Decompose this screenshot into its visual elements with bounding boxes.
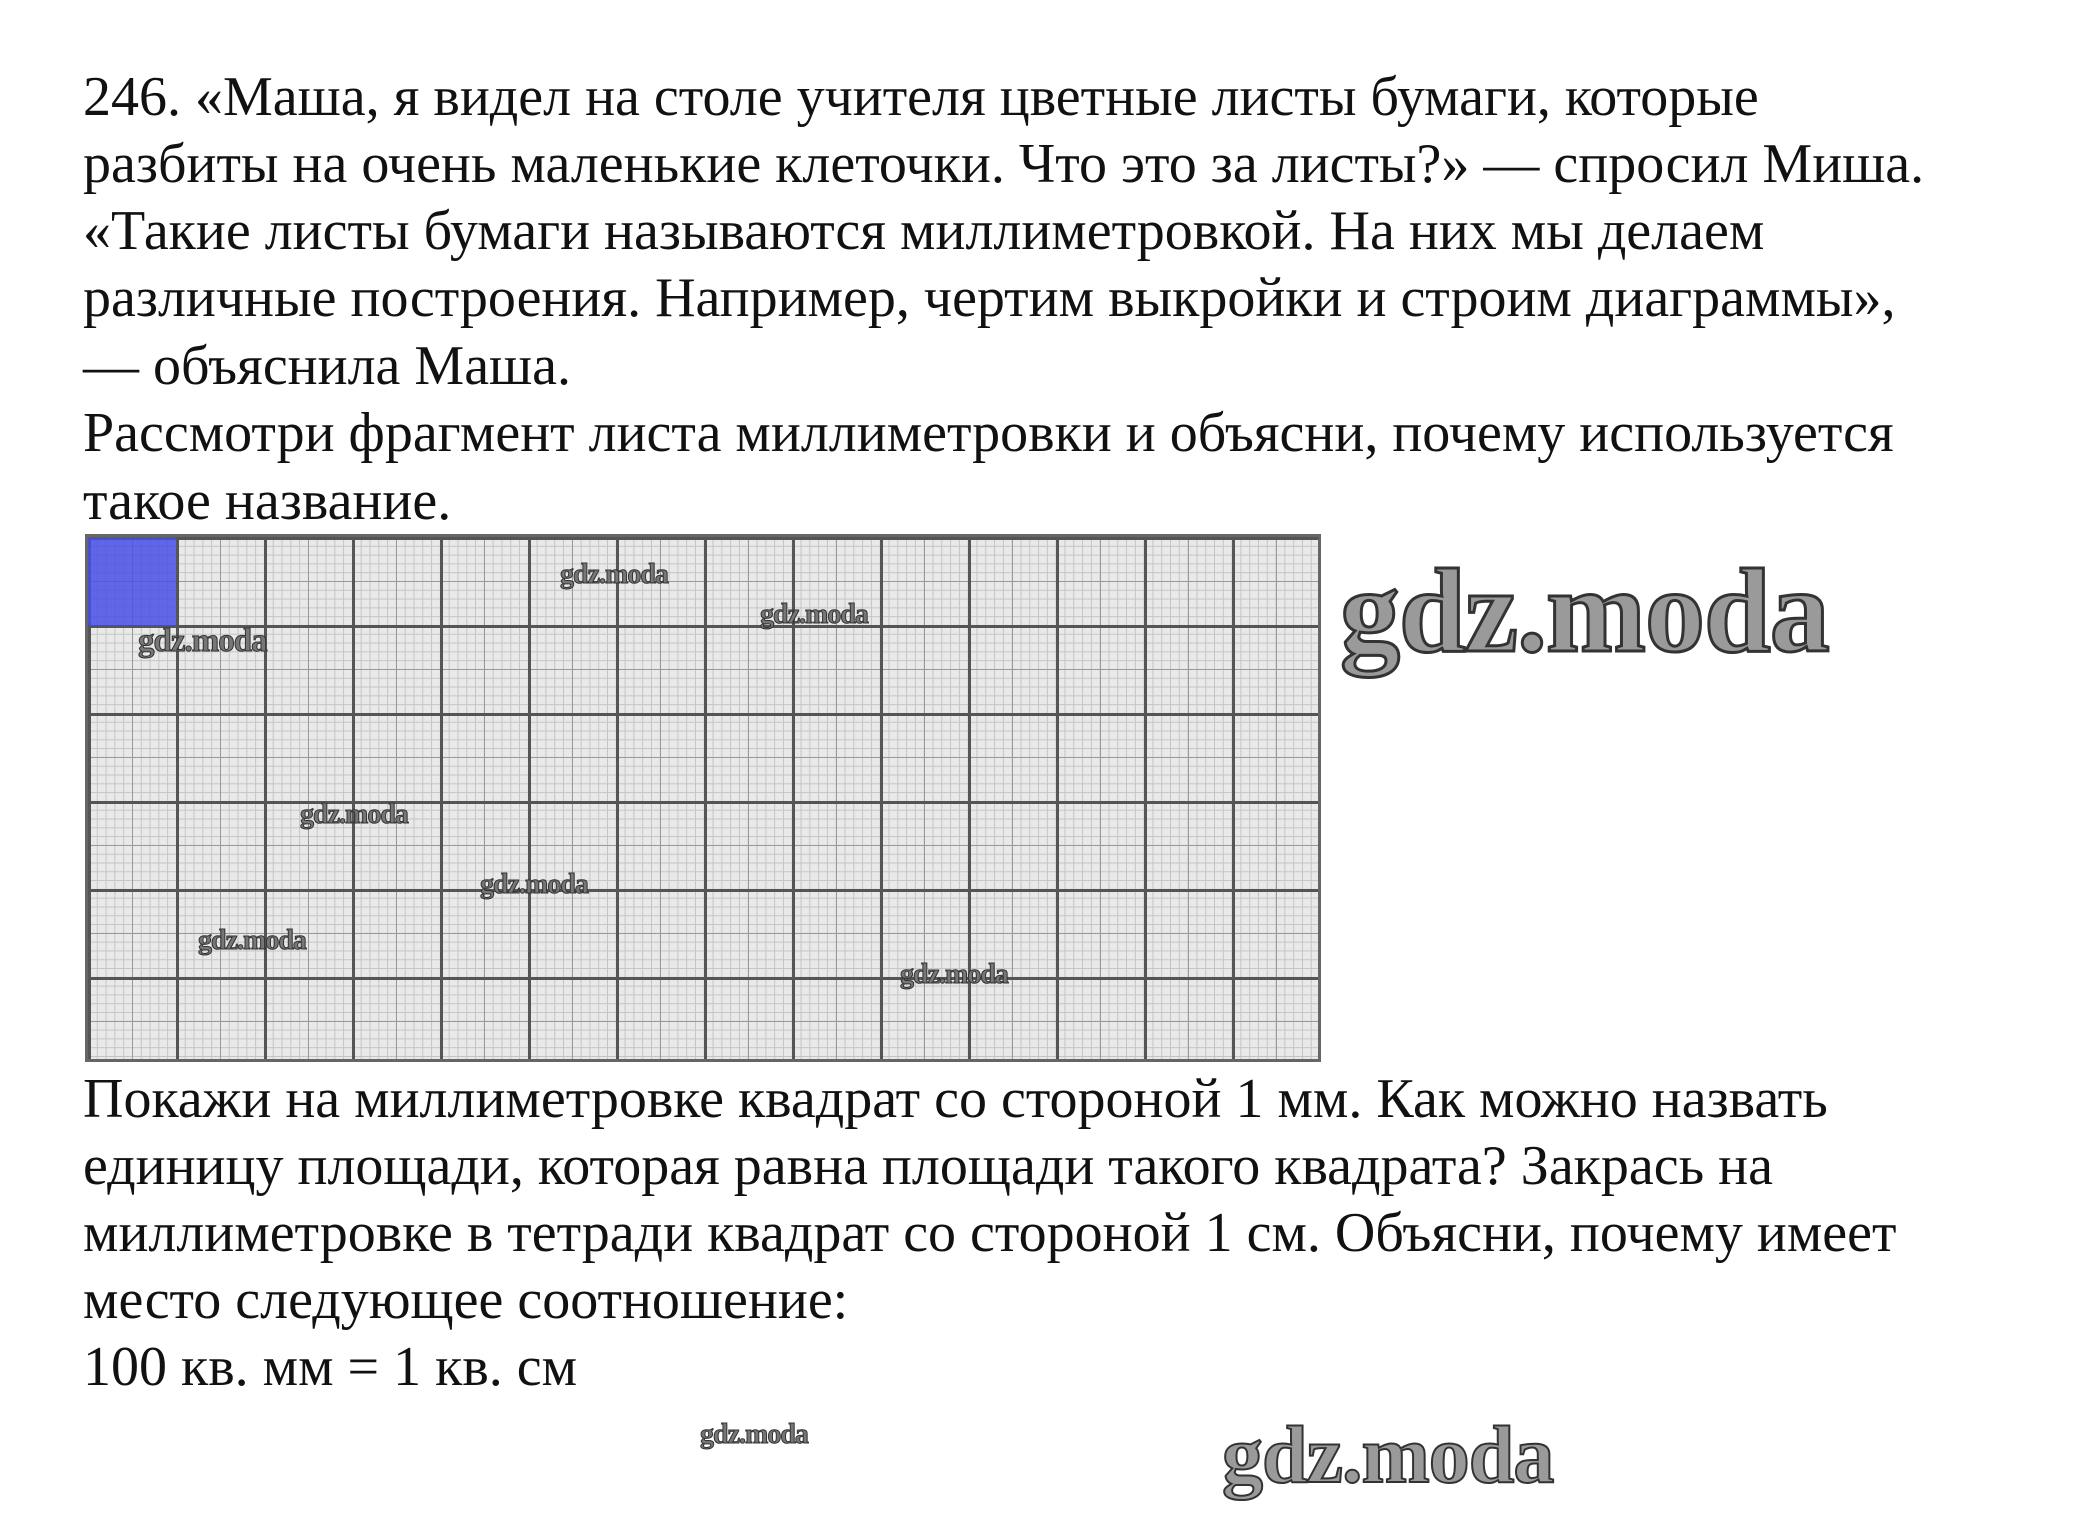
text-line: — объяснила Маша. — [83, 335, 572, 397]
watermark: gdz.moda — [138, 622, 269, 659]
text-line: Рассмотри фрагмент листа миллиметровки и… — [83, 402, 1894, 464]
text-line: единицу площади, которая равна площади т… — [83, 1135, 1773, 1197]
text-line: место следующее соотношение: — [83, 1269, 849, 1331]
text-line: миллиметровке в тетради квадрат со сторо… — [83, 1202, 1897, 1264]
graph-paper-figure — [85, 534, 1321, 1062]
text-line: разбиты на очень маленькие клеточки. Что… — [83, 133, 1925, 195]
text-line: различные построения. Например, чертим в… — [83, 267, 1896, 329]
watermark: gdz.moda — [1339, 543, 1832, 678]
text-line: 246. «Маша, я видел на столе учителя цве… — [83, 66, 1759, 128]
watermark: gdz.moda — [300, 799, 410, 831]
highlighted-square-1cm — [88, 537, 176, 625]
watermark: gdz.moda — [760, 599, 870, 631]
text-line: 100 кв. мм = 1 кв. см — [83, 1336, 578, 1398]
watermark: gdz.moda — [480, 869, 590, 901]
text-line: «Такие листы бумаги называются миллиметр… — [83, 200, 1765, 262]
text-line: такое название. — [83, 470, 452, 532]
watermark: gdz.moda — [700, 1419, 810, 1451]
watermark: gdz.moda — [900, 959, 1010, 991]
watermark: gdz.moda — [198, 925, 308, 957]
text-line: Покажи на миллиметровке квадрат со сторо… — [83, 1068, 1828, 1130]
watermark: gdz.moda — [560, 559, 670, 591]
watermark: gdz.moda — [1221, 1408, 1555, 1500]
